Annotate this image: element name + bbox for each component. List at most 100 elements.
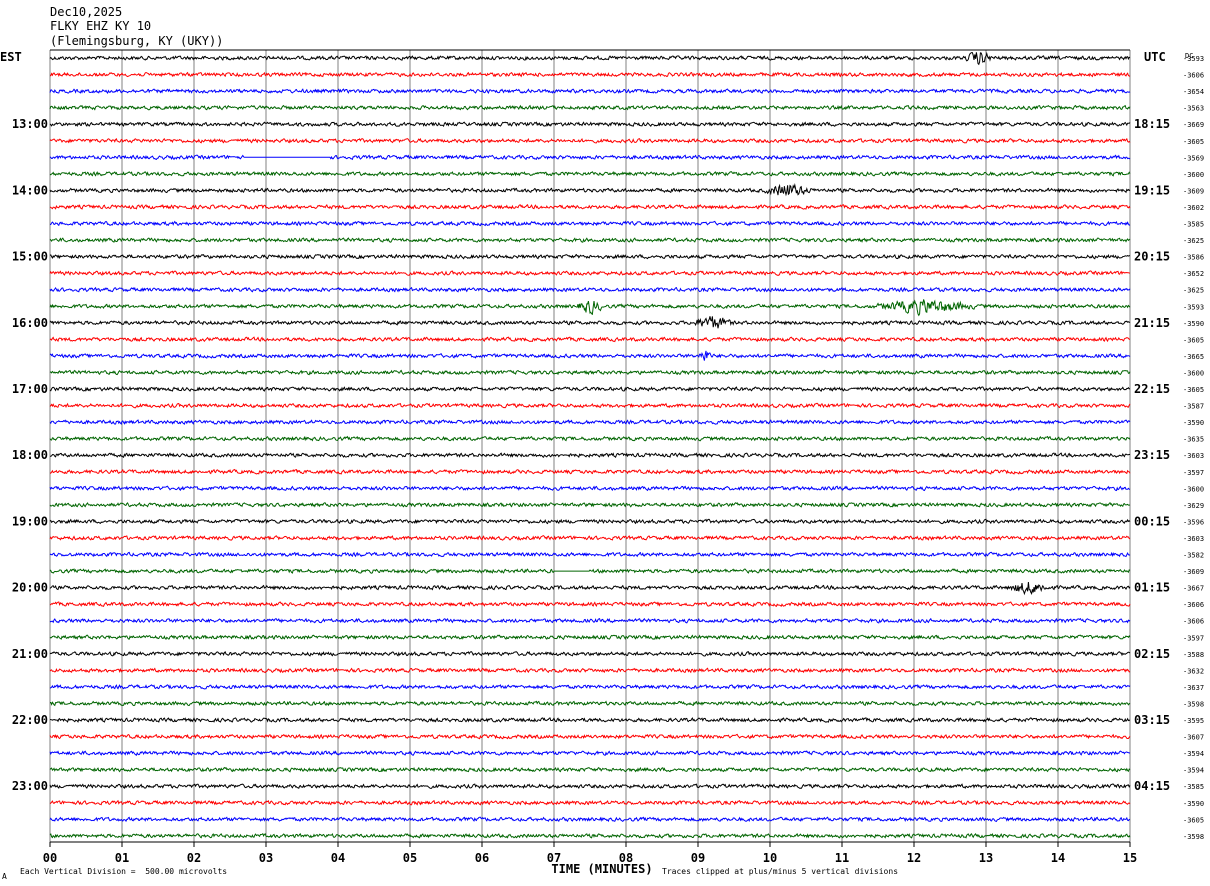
dc-offset-2: -3654 <box>1183 88 1204 96</box>
trace-5 <box>49 137 1131 144</box>
x-tick-label-01: 01 <box>115 851 129 865</box>
trace-14 <box>49 286 1131 293</box>
dc-offset-30: -3582 <box>1183 552 1204 560</box>
x-tick-label-09: 09 <box>691 851 705 865</box>
left-timezone-label: EST <box>0 50 22 64</box>
dc-offset-40: -3595 <box>1183 717 1204 725</box>
seismic-traces <box>49 51 1131 839</box>
right-hour-label-5: 23:15 <box>1134 448 1170 462</box>
dc-offset-31: -3609 <box>1183 568 1204 576</box>
dc-offset-11: -3625 <box>1183 237 1204 245</box>
left-hour-label-9: 22:00 <box>12 713 48 727</box>
trace-27 <box>49 502 1131 508</box>
trace-22 <box>49 419 1131 425</box>
dc-offset-44: -3585 <box>1183 783 1204 791</box>
dc-offset-45: -3590 <box>1183 800 1204 808</box>
corner-mark: A <box>2 872 7 881</box>
dc-offset-26: -3600 <box>1183 485 1204 493</box>
dc-offset-33: -3606 <box>1183 601 1204 609</box>
trace-45 <box>49 799 1131 806</box>
dc-offset-22: -3590 <box>1183 419 1204 427</box>
x-tick-label-15: 15 <box>1123 851 1137 865</box>
trace-44 <box>49 783 1131 790</box>
station-label: FLKY EHZ KY 10 <box>50 19 152 33</box>
left-hour-label-10: 23:00 <box>12 779 48 793</box>
dc-offset-7: -3600 <box>1183 171 1204 179</box>
trace-29 <box>49 535 1131 541</box>
trace-12 <box>49 253 1130 260</box>
x-tick-label-12: 12 <box>907 851 921 865</box>
right-hour-label-0: 18:15 <box>1134 117 1170 131</box>
trace-21 <box>49 402 1131 409</box>
trace-23 <box>49 435 1131 442</box>
x-tick-label-02: 02 <box>187 851 201 865</box>
right-hour-label-3: 21:15 <box>1134 316 1170 330</box>
left-hour-label-4: 17:00 <box>12 382 48 396</box>
left-hour-label-6: 19:00 <box>12 514 48 528</box>
dc-offset-39: -3598 <box>1183 700 1204 708</box>
left-hour-label-5: 18:00 <box>12 448 48 462</box>
dc-offset-5: -3605 <box>1183 138 1204 146</box>
right-hour-label-2: 20:15 <box>1134 250 1170 264</box>
right-timezone-label: UTC <box>1144 50 1166 64</box>
right-hour-label-7: 01:15 <box>1134 581 1170 595</box>
dc-offset-25: -3597 <box>1183 469 1204 477</box>
trace-17 <box>49 336 1130 343</box>
trace-40 <box>49 717 1131 723</box>
dc-offset-16: -3590 <box>1183 320 1204 328</box>
left-hour-label-0: 13:00 <box>12 117 48 131</box>
right-hour-label-9: 03:15 <box>1134 713 1170 727</box>
left-hour-label-2: 15:00 <box>12 250 48 264</box>
trace-32 <box>49 581 1131 596</box>
x-tick-label-03: 03 <box>259 851 273 865</box>
left-hour-label-8: 21:00 <box>12 647 48 661</box>
trace-39 <box>50 700 1131 707</box>
right-hour-label-1: 19:15 <box>1134 183 1170 197</box>
dc-offset-42: -3594 <box>1183 750 1204 758</box>
dc-offset-41: -3607 <box>1183 734 1204 742</box>
x-tick-label-07: 07 <box>547 851 561 865</box>
trace-4 <box>49 121 1131 128</box>
dc-offset-19: -3600 <box>1183 369 1204 377</box>
dc-offset-6: -3569 <box>1183 154 1204 162</box>
trace-6 <box>49 154 1131 161</box>
trace-30 <box>49 551 1131 558</box>
trace-37 <box>49 667 1131 674</box>
dc-offset-18: -3665 <box>1183 353 1204 361</box>
x-tick-label-06: 06 <box>475 851 489 865</box>
location-label: (Flemingsburg, KY (UKY)) <box>50 34 224 48</box>
x-tick-label-14: 14 <box>1051 851 1065 865</box>
dc-offset-28: -3596 <box>1183 518 1204 526</box>
trace-42 <box>49 750 1131 756</box>
dc-offset-20: -3605 <box>1183 386 1204 394</box>
trace-11 <box>49 237 1131 243</box>
dc-offset-23: -3635 <box>1183 436 1204 444</box>
scale-note: Each Vertical Division = 500.00 microvol… <box>20 867 228 876</box>
x-tick-label-10: 10 <box>763 851 777 865</box>
x-tick-label-08: 08 <box>619 851 633 865</box>
dc-offset-17: -3605 <box>1183 336 1204 344</box>
dc-offset-43: -3594 <box>1183 767 1204 775</box>
trace-31 <box>49 568 1131 574</box>
right-hour-label-4: 22:15 <box>1134 382 1170 396</box>
dc-offset-21: -3587 <box>1183 403 1204 411</box>
dc-offset-0: -3593 <box>1183 55 1204 63</box>
time-labels: 00 01 02 03 04 05 06 07 08 09 10 11 12 13 14 15 -3593 -36… <box>0 50 1204 876</box>
dc-offset-34: -3606 <box>1183 618 1204 626</box>
dc-offset-13: -3652 <box>1183 270 1204 278</box>
dc-offset-14: -3625 <box>1183 287 1204 295</box>
trace-38 <box>49 684 1131 690</box>
dc-offset-37: -3632 <box>1183 667 1204 675</box>
dc-offset-8: -3609 <box>1183 187 1204 195</box>
trace-26 <box>49 485 1131 492</box>
trace-36 <box>49 651 1131 657</box>
dc-offset-24: -3603 <box>1183 452 1204 460</box>
dc-offset-3: -3563 <box>1183 105 1204 113</box>
dc-offset-4: -3669 <box>1183 121 1204 129</box>
trace-8 <box>49 183 1131 197</box>
trace-41 <box>49 733 1131 740</box>
trace-0 <box>49 51 1131 66</box>
trace-35 <box>49 634 1131 641</box>
trace-33 <box>49 601 1131 608</box>
